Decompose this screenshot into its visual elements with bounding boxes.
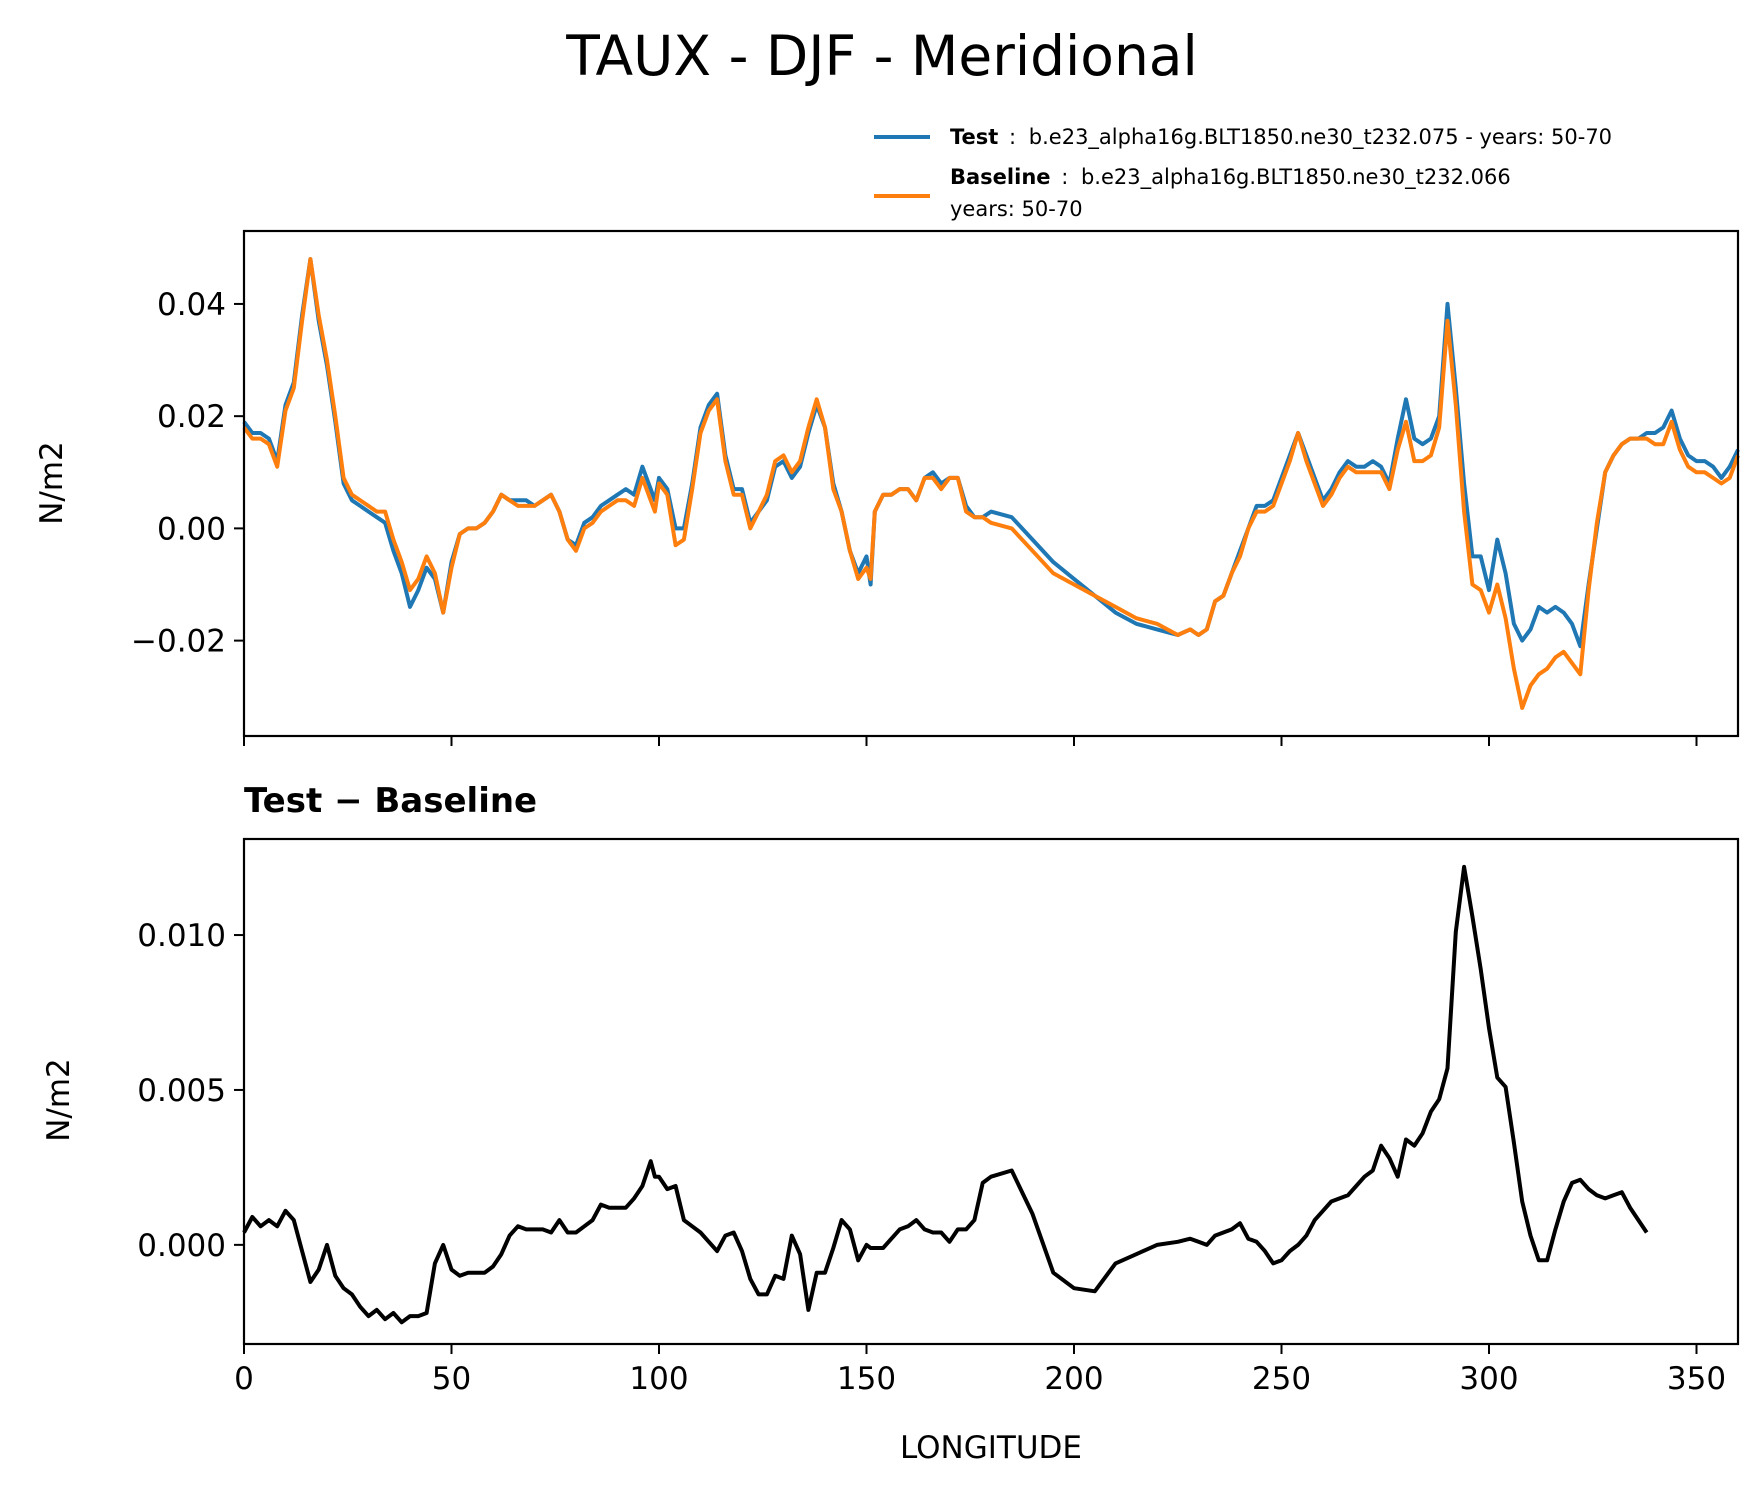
chart-title: TAUX - DJF - Meridional — [565, 24, 1198, 88]
top-y-ticks: −0.02 0.00 0.02 0.04 — [131, 287, 244, 660]
bottom-x-tick-label: 150 — [837, 1361, 896, 1397]
bottom-panel: Test − Baseline 0.000 0.005 0.010 0 50 100 15… — [41, 781, 1740, 1466]
bottom-y-tick-label: 0.010 — [137, 918, 226, 954]
top-panel: −0.02 0.00 0.02 0.04 N/m2 — [34, 229, 1740, 746]
x-axis-label: LONGITUDE — [900, 1430, 1082, 1466]
legend-test-text: Test : b.e23_alpha16g.BLT1850.ne30_t232.… — [950, 125, 1612, 150]
bottom-y-tick-label: 0.005 — [137, 1073, 226, 1109]
bottom-x-tick-label: 0 — [234, 1361, 254, 1397]
legend-test-name: Test — [950, 125, 998, 149]
top-y-tick-label: 0.02 — [157, 399, 226, 435]
top-y-tick-label: −0.02 — [131, 624, 226, 660]
legend-baseline-desc: b.e23_alpha16g.BLT1850.ne30_t232.066 — [1081, 165, 1511, 190]
top-series-line-baseline — [242, 257, 1740, 710]
bottom-x-tick-label: 50 — [432, 1361, 471, 1397]
legend-baseline-desc2: years: 50-70 — [950, 197, 1083, 221]
top-x-ticks — [243, 736, 1698, 746]
bottom-x-tick-label: 250 — [1252, 1361, 1311, 1397]
bottom-x-tick-label: 350 — [1667, 1361, 1726, 1397]
legend-baseline-sep: : — [1061, 165, 1068, 189]
legend-baseline-text: Baseline : b.e23_alpha16g.BLT1850.ne30_t… — [950, 165, 1511, 190]
bottom-x-tick-label: 200 — [1044, 1361, 1103, 1397]
bottom-series-group — [242, 864, 1649, 1325]
legend-test-desc: b.e23_alpha16g.BLT1850.ne30_t232.075 - y… — [1029, 125, 1612, 150]
bottom-plot-frame — [242, 837, 1740, 1346]
bottom-y-axis-label: N/m2 — [41, 1058, 77, 1142]
legend: Test : b.e23_alpha16g.BLT1850.ne30_t232.… — [874, 125, 1612, 221]
bottom-y-ticks: 0.000 0.005 0.010 — [137, 918, 244, 1264]
top-y-axis-label: N/m2 — [34, 441, 70, 525]
bottom-x-tick-label: 100 — [629, 1361, 688, 1397]
bottom-x-ticks: 0 50 100 150 200 250 300 350 — [234, 1344, 1726, 1397]
top-plot-frame — [242, 229, 1740, 738]
legend-baseline-name: Baseline — [950, 165, 1051, 189]
bottom-y-tick-label: 0.000 — [137, 1228, 226, 1264]
bottom-series-line-test-baseline — [242, 864, 1649, 1325]
bottom-x-tick-label: 300 — [1459, 1361, 1518, 1397]
bottom-panel-title: Test − Baseline — [244, 781, 537, 821]
top-y-tick-label: 0.00 — [157, 511, 226, 547]
top-series-group — [242, 257, 1740, 710]
legend-test-sep: : — [1009, 125, 1016, 149]
top-y-tick-label: 0.04 — [157, 287, 226, 323]
